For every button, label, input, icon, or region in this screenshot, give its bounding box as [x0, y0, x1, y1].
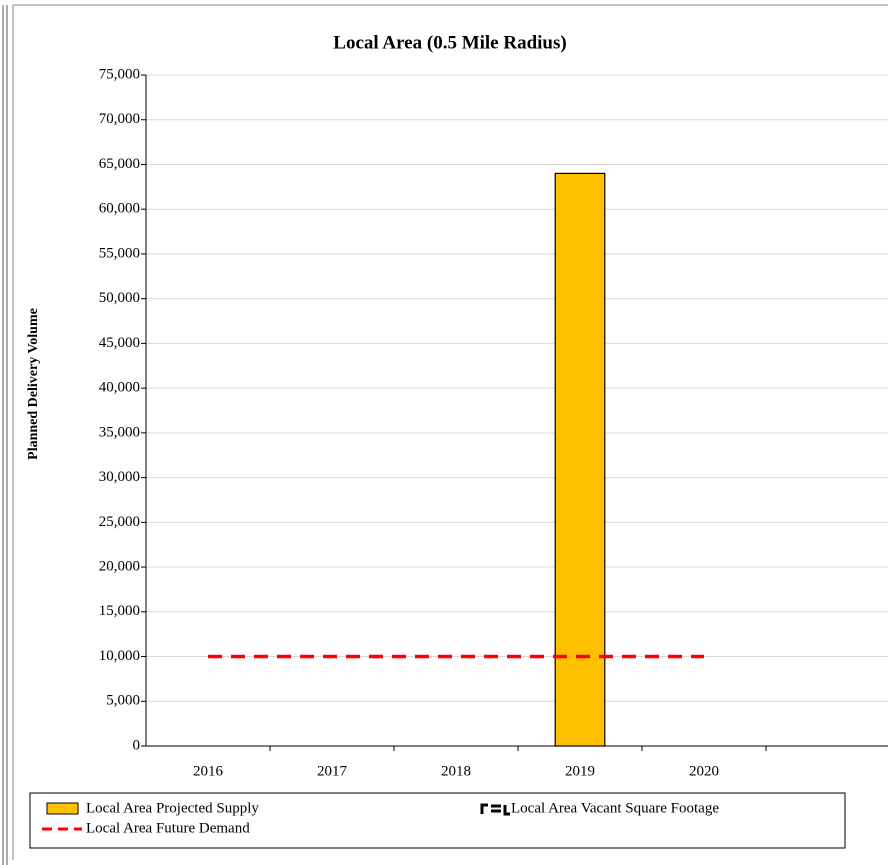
- x-tick-label: 2019: [565, 763, 595, 779]
- x-tick-label: 2016: [193, 763, 224, 779]
- legend-label: Local Area Future Demand: [86, 820, 250, 836]
- legend-swatch: [46, 802, 79, 815]
- y-tick-label: 75,000: [99, 66, 140, 82]
- chart-title: Local Area (0.5 Mile Radius): [333, 32, 566, 53]
- x-tick-label: 2020: [689, 763, 719, 779]
- y-tick-label: 25,000: [99, 514, 140, 530]
- y-tick-label: 30,000: [99, 469, 140, 485]
- legend-label: Local Area Vacant Square Footage: [511, 800, 719, 816]
- y-tick-label: 5,000: [106, 693, 140, 709]
- y-tick-label: 15,000: [99, 603, 140, 619]
- x-tick-label: 2018: [441, 763, 471, 779]
- y-tick-label: 35,000: [99, 424, 140, 440]
- y-tick-label: 20,000: [99, 559, 140, 575]
- x-tick-label: 2017: [317, 763, 348, 779]
- bar: [554, 172, 606, 747]
- y-tick-label: 70,000: [99, 111, 140, 127]
- legend: [29, 792, 846, 849]
- legend-swatch: [480, 803, 510, 816]
- y-axis-label: Planned Delivery Volume: [26, 308, 41, 460]
- y-tick-label: 50,000: [99, 290, 140, 306]
- y-tick-label: 0: [133, 737, 141, 753]
- y-tick-label: 45,000: [99, 335, 140, 351]
- y-tick-label: 55,000: [99, 245, 140, 261]
- y-tick-label: 65,000: [99, 156, 140, 172]
- y-tick-label: 10,000: [99, 648, 140, 664]
- y-tick-label: 60,000: [99, 201, 140, 217]
- legend-label: Local Area Projected Supply: [86, 800, 259, 816]
- y-tick-label: 40,000: [99, 380, 140, 396]
